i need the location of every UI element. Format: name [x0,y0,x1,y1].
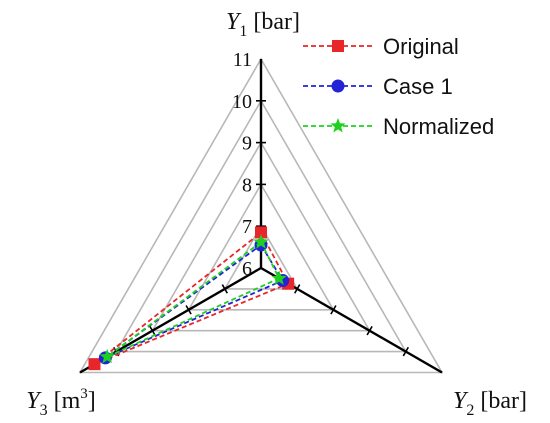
legend-label-2: Case 1 [383,74,453,99]
axis-tick-2 [366,325,373,336]
axis-label-2: Y2 [bar] [453,388,527,419]
grid-ring-9 [151,141,371,332]
axis-label-3: Y3 [m3] [26,386,96,419]
legend-marker-3 [330,118,346,133]
axis-tick-3 [149,325,156,336]
series-line-1 [93,231,290,365]
grid-ring-11 [78,57,444,374]
tick-label: 10 [232,91,252,113]
series-3-point [253,234,269,249]
tick-label: 7 [242,216,252,238]
tick-label: 6 [242,258,252,280]
axis-label-1: Y1 [bar] [226,9,300,40]
grid-ring-10 [114,99,408,353]
legend-label-1: Original [383,34,459,59]
axis-tick-2 [294,284,301,294]
legend-marker-2 [331,79,345,93]
grid-layer [78,57,444,374]
ticks-layer: 6 7 8 9 10 11 [232,49,252,280]
legend: Original Case 1 Normalized [303,34,494,139]
tick-label: 11 [233,49,252,71]
axis-tick-2 [330,305,337,315]
series-line-3 [106,240,281,358]
series-1-point [88,358,101,371]
tick-label: 8 [242,174,252,196]
axis-labels: Y1 [bar] Y2 [bar] Y3 [m3] [26,9,527,419]
axis-tick-2 [402,346,409,357]
series-line-2 [104,243,285,359]
axis-tick-3 [185,305,192,315]
tick-label: 9 [242,133,252,155]
axis-tick-3 [221,284,228,294]
series-3-point [99,348,115,364]
series-layer [88,226,295,371]
axes-layer [79,59,443,374]
grid-ring-7 [223,224,299,290]
legend-marker-1 [332,40,344,52]
legend-label-3: Normalized [383,114,494,139]
series-3-point [271,270,287,285]
series-1-point [255,226,267,239]
grid-ring-8 [187,182,335,311]
